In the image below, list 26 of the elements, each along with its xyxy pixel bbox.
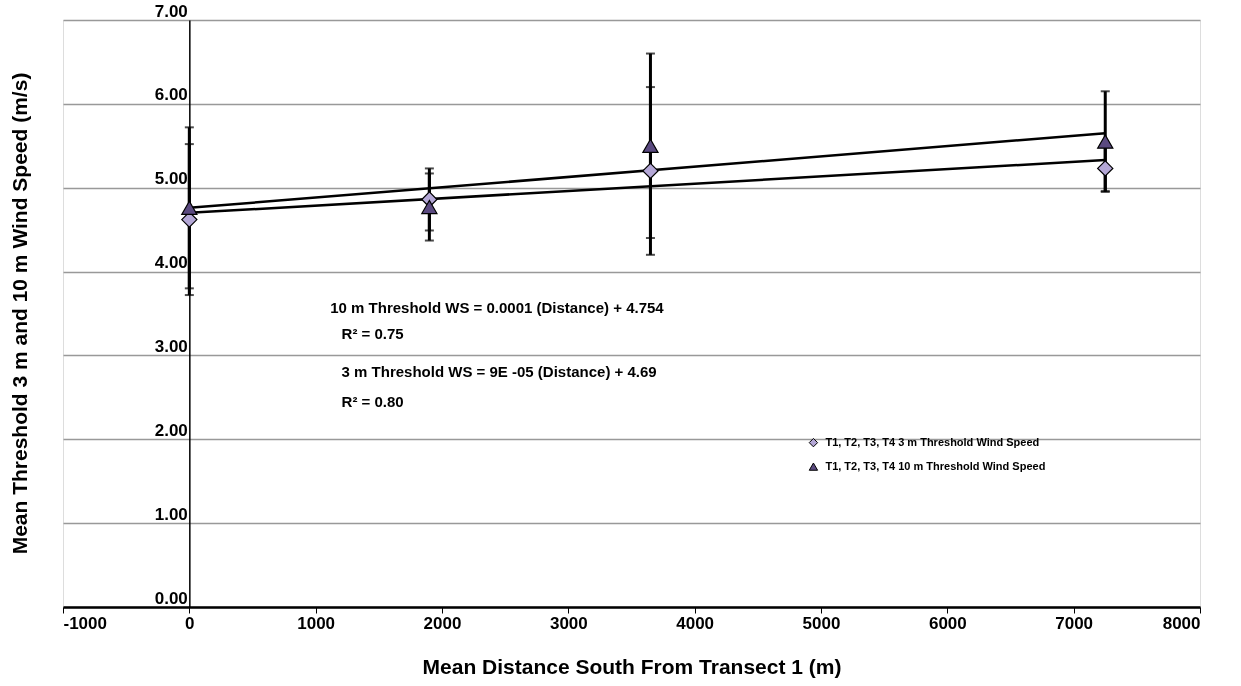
x-tick-label: 5000	[802, 613, 841, 633]
y-tick-label: 1.00	[154, 504, 188, 524]
legend-label: T1, T2, T3, T4 10 m Threshold Wind Speed	[825, 459, 1046, 472]
y-tick-label: 7.00	[154, 1, 188, 21]
x-tick-label: 8000	[1162, 613, 1201, 633]
x-tick-label: 4000	[676, 613, 715, 633]
x-tick-label: 2000	[423, 613, 462, 633]
y-axis-title: Mean Threshold 3 m and 10 m Wind Speed (m/s)	[8, 72, 31, 555]
y-tick-label: 4.00	[154, 253, 188, 273]
annotation: R² = 0.80	[341, 392, 404, 410]
x-tick-label: -1000	[63, 613, 107, 633]
legend-label: T1, T2, T3, T4 3 m Threshold Wind Speed	[825, 435, 1040, 448]
y-tick-label: 2.00	[154, 420, 188, 440]
x-tick-label: 0	[185, 613, 195, 633]
y-tick-label: 5.00	[154, 169, 188, 189]
annotation: 3 m Threshold WS = 9E -05 (Distance) + 4.69	[341, 363, 657, 381]
y-tick-label: 3.00	[154, 336, 188, 356]
x-axis-title: Mean Distance South From Transect 1 (m)	[422, 654, 842, 678]
x-tick-label: 3000	[549, 613, 588, 633]
x-tick-label: 1000	[297, 613, 336, 633]
annotation: 10 m Threshold WS = 0.0001 (Distance) + 4.754	[330, 298, 665, 316]
x-tick-label: 6000	[928, 613, 967, 633]
y-tick-label: 6.00	[154, 85, 188, 105]
annotation: R² = 0.75	[341, 325, 404, 343]
x-tick-label: 7000	[1055, 613, 1094, 633]
y-tick-label: 0.00	[154, 588, 188, 608]
